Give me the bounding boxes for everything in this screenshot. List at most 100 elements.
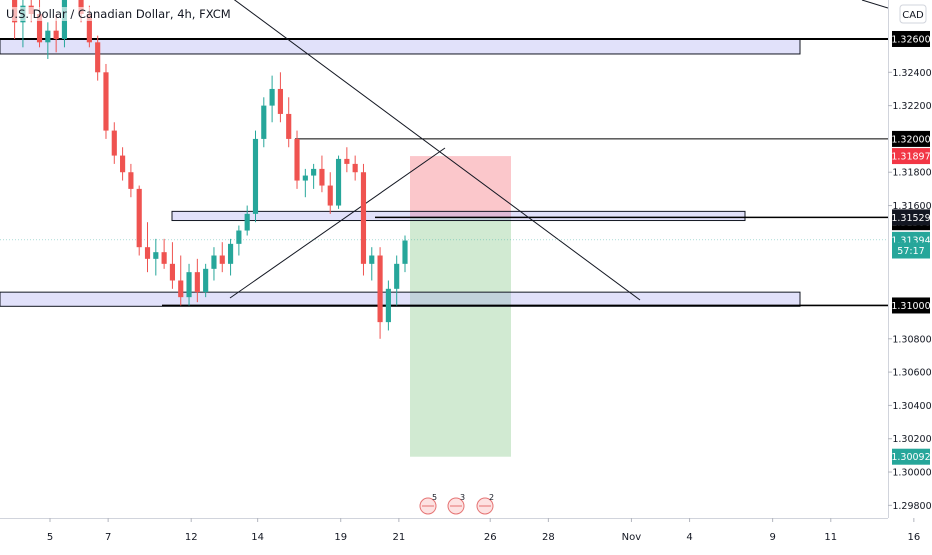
candle-body bbox=[95, 42, 101, 73]
price-level-tag bbox=[892, 30, 930, 47]
candle-body bbox=[36, 14, 43, 43]
candle-body bbox=[286, 113, 292, 139]
x-tick-label: 19 bbox=[334, 532, 347, 543]
candle-body bbox=[203, 268, 209, 293]
currency-badge: CAD bbox=[899, 4, 927, 24]
candle-body bbox=[186, 272, 192, 298]
y-tick-label: 1.30800 bbox=[892, 334, 931, 345]
candle-body bbox=[294, 138, 300, 181]
x-tick-label: 7 bbox=[105, 532, 111, 543]
price-tag-label: 1.31394 bbox=[891, 235, 930, 246]
y-tick-label: 1.30000 bbox=[892, 468, 931, 479]
candle-body bbox=[277, 88, 283, 114]
candle-body bbox=[236, 230, 242, 244]
price-level-label: 1.32000 bbox=[891, 134, 930, 145]
x-tick-label: 5 bbox=[47, 532, 53, 543]
candle-body bbox=[269, 88, 275, 106]
trend-line bbox=[861, 0, 888, 9]
candle-body bbox=[161, 252, 167, 264]
x-tick-label: 9 bbox=[769, 532, 775, 543]
price-tag-label: 1.31529 bbox=[891, 213, 930, 224]
take-profit-zone bbox=[410, 217, 511, 457]
stop-loss-zone bbox=[410, 156, 511, 218]
currency-badge-box bbox=[899, 4, 927, 24]
y-tick-label: 1.31600 bbox=[892, 201, 931, 212]
candle-body bbox=[360, 172, 367, 264]
candle-body bbox=[136, 188, 142, 248]
x-tick-label: 16 bbox=[907, 532, 920, 543]
candle-body bbox=[252, 138, 259, 214]
y-tick-label: 1.29800 bbox=[892, 501, 931, 512]
x-tick-label: 28 bbox=[542, 532, 555, 543]
y-tick-label: 1.32200 bbox=[892, 101, 931, 112]
economic-event-icon: 5 bbox=[419, 493, 437, 515]
candle-body bbox=[169, 263, 176, 281]
candle-body bbox=[120, 155, 126, 173]
price-tag bbox=[892, 448, 930, 465]
chart-title: U.S. Dollar / Canadian Dollar, 4h, FXCM bbox=[4, 7, 233, 21]
trend-line bbox=[229, 147, 446, 299]
candle-body bbox=[261, 105, 267, 139]
candle-body bbox=[377, 255, 383, 323]
candle-body bbox=[227, 243, 234, 264]
support-resistance-zone bbox=[171, 210, 746, 222]
price-level-tag bbox=[892, 297, 930, 314]
candle-body bbox=[128, 172, 134, 189]
candle-body bbox=[311, 168, 317, 176]
economic-event-icon: 3 bbox=[447, 493, 465, 515]
event-count: 2 bbox=[489, 493, 494, 502]
price-tag bbox=[892, 209, 930, 226]
x-tick-label: 14 bbox=[251, 532, 264, 543]
candle-body bbox=[394, 263, 400, 289]
candle-body bbox=[86, 14, 92, 43]
candle-body bbox=[53, 30, 59, 39]
price-tag-label: 1.30092 bbox=[891, 452, 930, 463]
candle-body bbox=[111, 130, 117, 156]
candle-body bbox=[244, 213, 250, 231]
y-tick-label: 1.31800 bbox=[892, 168, 931, 179]
currency-label: CAD bbox=[902, 10, 924, 21]
candle-body bbox=[352, 163, 358, 173]
x-tick-label: 4 bbox=[686, 532, 692, 543]
candle-body bbox=[153, 252, 159, 259]
price-tag bbox=[892, 148, 930, 165]
candle-body bbox=[103, 72, 109, 131]
x-tick-label: 26 bbox=[484, 532, 497, 543]
support-resistance-zone bbox=[0, 38, 801, 55]
candle-body bbox=[369, 255, 375, 264]
x-tick-label: 11 bbox=[824, 532, 837, 543]
candle-body bbox=[302, 175, 308, 181]
y-tick-label: 1.30600 bbox=[892, 368, 931, 379]
price-tag bbox=[892, 242, 930, 259]
time-axis-panel bbox=[0, 518, 888, 550]
plot-area: 5 3 2 bbox=[0, 0, 888, 515]
candle-body bbox=[194, 272, 200, 293]
x-tick-label: 21 bbox=[392, 532, 405, 543]
trend-line bbox=[233, 0, 641, 301]
price-level-tag bbox=[892, 130, 930, 147]
y-tick-label: 1.30200 bbox=[892, 434, 931, 445]
event-count: 3 bbox=[460, 493, 465, 502]
y-tick-label: 1.30400 bbox=[892, 401, 931, 412]
candle-body bbox=[144, 247, 151, 259]
candle-body bbox=[335, 158, 342, 206]
event-count: 5 bbox=[432, 493, 437, 502]
candle-body bbox=[45, 30, 51, 43]
price-tag-label: 1.31897 bbox=[891, 152, 930, 163]
price-tag-label: 57:17 bbox=[897, 246, 924, 257]
candle-body bbox=[402, 240, 408, 264]
price-level-label: 1.32600 bbox=[891, 34, 930, 45]
x-tick-label: 12 bbox=[185, 532, 198, 543]
y-tick-label: 1.32400 bbox=[892, 68, 931, 79]
support-resistance-zone bbox=[0, 291, 801, 307]
x-tick-label: Nov bbox=[622, 532, 642, 543]
candle-body bbox=[178, 280, 184, 298]
candle-body bbox=[385, 288, 391, 323]
economic-event-icon: 2 bbox=[476, 493, 494, 515]
candle-body bbox=[211, 255, 217, 269]
candle-body bbox=[327, 185, 333, 206]
candle-body bbox=[344, 158, 350, 164]
candle-body bbox=[219, 255, 225, 264]
